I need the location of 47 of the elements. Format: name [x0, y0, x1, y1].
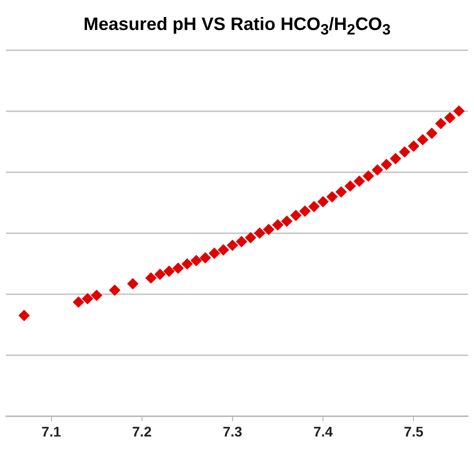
- point: [444, 112, 456, 124]
- x-tick-label: 7.3: [222, 423, 242, 440]
- point: [18, 310, 30, 321]
- point: [236, 236, 248, 248]
- point: [290, 210, 302, 221]
- point: [453, 106, 464, 117]
- point: [218, 244, 229, 256]
- point: [281, 216, 292, 227]
- point: [344, 180, 356, 192]
- point: [272, 219, 284, 230]
- point: [354, 176, 365, 187]
- chart-title: Measured pH VS Ratio HCO$_{3}$/H$_{2}$CO$_{3}$: [82, 13, 392, 41]
- point: [336, 186, 347, 198]
- point: [380, 158, 392, 170]
- point: [417, 134, 428, 146]
- point: [72, 296, 84, 308]
- point: [91, 290, 102, 301]
- point: [435, 118, 446, 130]
- point: [172, 262, 184, 274]
- point: [127, 278, 138, 290]
- point: [308, 201, 320, 212]
- point: [164, 266, 175, 277]
- point: [154, 268, 166, 280]
- point: [190, 255, 202, 266]
- point: [182, 258, 193, 270]
- point: [145, 272, 156, 284]
- point: [408, 140, 420, 152]
- point: [254, 228, 266, 239]
- point: [399, 146, 410, 158]
- x-tick-label: 7.2: [132, 423, 152, 440]
- point: [200, 252, 211, 264]
- point: [426, 128, 438, 139]
- x-tick-label: 7.1: [42, 423, 62, 440]
- point: [226, 240, 238, 251]
- point: [362, 170, 374, 182]
- point: [82, 293, 94, 304]
- point: [109, 284, 120, 296]
- point: [299, 206, 310, 217]
- point: [372, 164, 383, 176]
- point: [263, 224, 274, 235]
- x-tick-label: 7.5: [404, 423, 424, 440]
- point: [318, 196, 329, 208]
- point: [326, 191, 338, 202]
- point: [245, 232, 256, 244]
- point: [208, 248, 220, 259]
- point: [390, 153, 402, 164]
- x-tick-label: 7.4: [313, 423, 333, 440]
